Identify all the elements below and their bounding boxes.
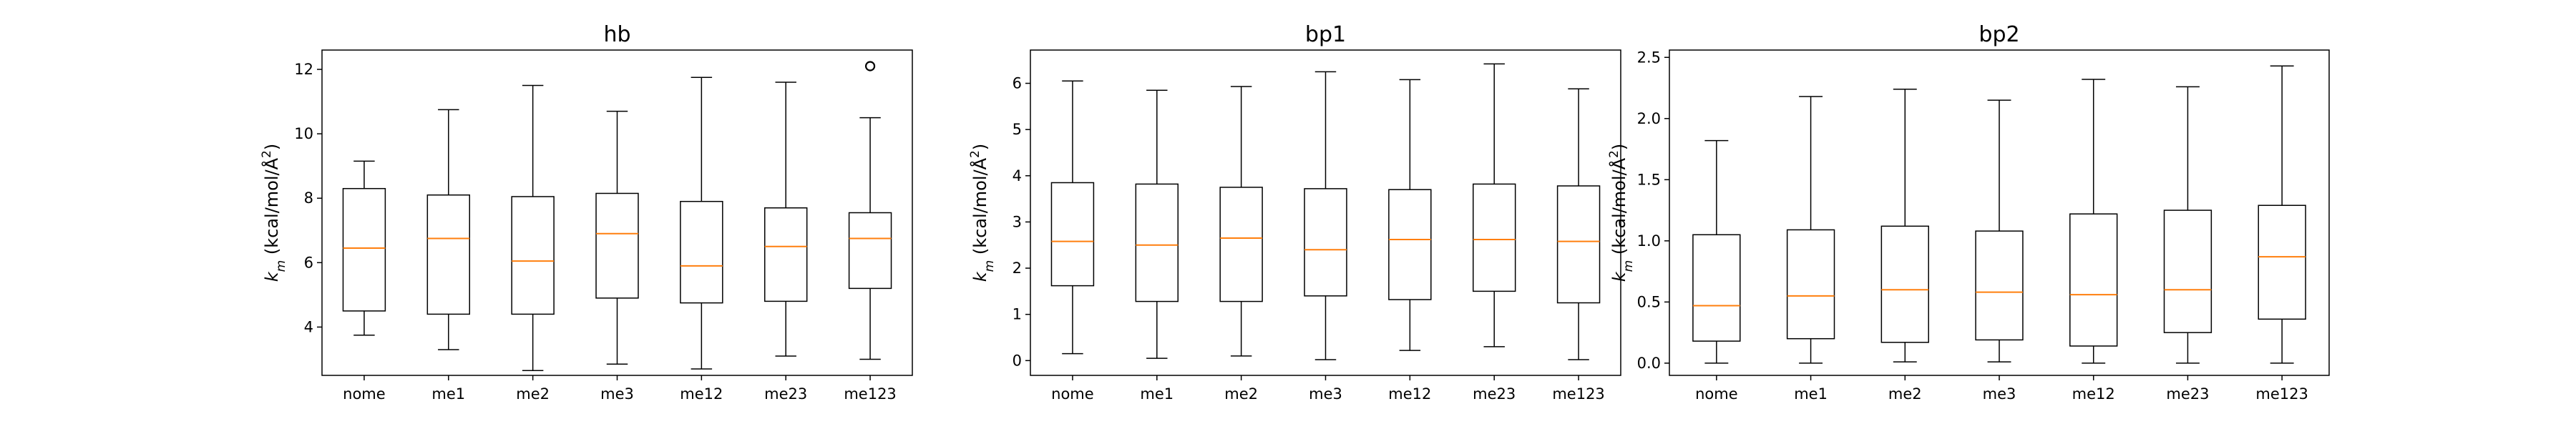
x-tick-label: me2: [1888, 385, 1922, 403]
x-tick-label: me23: [1473, 385, 1516, 403]
y-tick-label: 1.5: [1637, 171, 1661, 188]
x-tick-label: nome: [1695, 385, 1738, 403]
x-tick-label: me12: [2072, 385, 2115, 403]
box-me123: [1556, 88, 1601, 360]
outlier-point: [864, 61, 876, 72]
x-tick-label: me2: [1224, 385, 1258, 403]
y-tick-label: 1: [1013, 306, 1022, 323]
x-tick-label: me1: [431, 385, 465, 403]
y-tick-label: 3: [1013, 213, 1022, 230]
plot-frame: [321, 49, 913, 376]
iqr-box: [2069, 213, 2118, 347]
subplot-bp1: bp1 0 1 2 3 4 5 6 km (kcal/mol/Å2) nome me1 me2 me3 m…: [968, 22, 1621, 403]
y-tick-label: 8: [304, 189, 313, 207]
chart-title: bp2: [1979, 22, 2019, 47]
x-tick-label: me2: [516, 385, 550, 403]
chart-title: hb: [603, 22, 630, 47]
x-tick-label: me12: [680, 385, 723, 403]
y-tick-label: 2.0: [1637, 110, 1661, 127]
y-axis-label: km (kcal/mol/Å2): [968, 144, 997, 282]
y-tick-label: 2.5: [1637, 49, 1661, 66]
x-tick-label: me123: [2255, 385, 2308, 403]
box-nome: [1692, 139, 1741, 364]
iqr-box: [595, 192, 639, 299]
y-tick-label: 0.0: [1637, 355, 1661, 372]
iqr-box: [1050, 182, 1095, 287]
box-me2: [1880, 88, 1929, 363]
y-tick-label: 10: [294, 125, 313, 142]
box-me1: [426, 109, 470, 350]
y-tick-label: 5: [1013, 121, 1022, 138]
box-me2: [1219, 86, 1263, 357]
iqr-box: [680, 200, 723, 304]
box-me23: [764, 82, 808, 357]
y-tick-label: 4: [304, 318, 313, 335]
iqr-box: [1304, 188, 1347, 297]
iqr-box: [2163, 209, 2212, 333]
iqr-box: [511, 196, 555, 315]
box-nome: [1050, 80, 1095, 355]
box-me3: [1304, 71, 1347, 360]
y-tick-label: 6: [304, 254, 313, 271]
y-tick-label: 12: [294, 61, 313, 78]
y-tick-label: 2: [1013, 260, 1022, 277]
y-tick-label: 0: [1013, 352, 1022, 369]
box-me123: [848, 61, 892, 360]
box-nome: [342, 160, 386, 336]
y-tick-label: 0.5: [1637, 293, 1661, 310]
box-me1: [1135, 89, 1179, 359]
y-axis-label: km (kcal/mol/Å2): [260, 144, 288, 282]
x-tick-label: me23: [764, 385, 807, 403]
box-me23: [2163, 86, 2212, 364]
box-me12: [2069, 79, 2118, 364]
x-tick-label: nome: [1051, 385, 1094, 403]
iqr-box: [1388, 189, 1432, 300]
x-tick-label: me3: [600, 385, 634, 403]
iqr-box: [1786, 229, 1835, 340]
iqr-box: [426, 194, 470, 315]
x-tick-label: me1: [1794, 385, 1828, 403]
iqr-box: [848, 212, 892, 290]
y-tick-label: 4: [1013, 167, 1022, 184]
box-me123: [2258, 65, 2306, 364]
iqr-box: [764, 207, 808, 302]
plot-frame: [1030, 49, 1621, 376]
x-tick-label: me123: [1552, 385, 1604, 403]
box-me12: [680, 77, 723, 370]
iqr-box: [1473, 183, 1516, 292]
box-me23: [1473, 63, 1516, 347]
iqr-box: [1880, 225, 1929, 343]
x-tick-label: me123: [844, 385, 896, 403]
iqr-box: [342, 187, 386, 312]
subplot-bp2: bp2 0.0 0.5 1.0 1.5 2.0 2.5 km (kcal/mol/Å2) nom…: [1607, 22, 2330, 403]
y-tick-label: 1.0: [1637, 232, 1661, 250]
plot-frame: [1669, 49, 2330, 376]
x-tick-label: me3: [1309, 385, 1342, 403]
iqr-box: [1219, 187, 1263, 302]
box-me2: [511, 84, 555, 371]
iqr-box: [1975, 230, 2024, 341]
x-tick-label: me3: [1983, 385, 2016, 403]
box-me12: [1388, 79, 1432, 351]
iqr-box: [2258, 204, 2306, 320]
box-me3: [1975, 99, 2024, 363]
y-axis-label: km (kcal/mol/Å2): [1607, 144, 1636, 282]
x-tick-label: me12: [1388, 385, 1431, 403]
x-tick-label: nome: [343, 385, 386, 403]
x-tick-label: me23: [2166, 385, 2209, 403]
iqr-box: [1135, 183, 1179, 302]
box-me3: [595, 110, 639, 365]
subplot-hb: hb 4 6 8 10 12 km (kcal/mol/Å2) nome me1 me2 me3 me…: [260, 22, 913, 403]
box-me1: [1786, 96, 1835, 364]
chart-title: bp1: [1305, 22, 1346, 47]
x-tick-label: me1: [1140, 385, 1174, 403]
y-tick-label: 6: [1013, 75, 1022, 92]
iqr-box: [1556, 185, 1601, 304]
iqr-box: [1692, 234, 1741, 342]
